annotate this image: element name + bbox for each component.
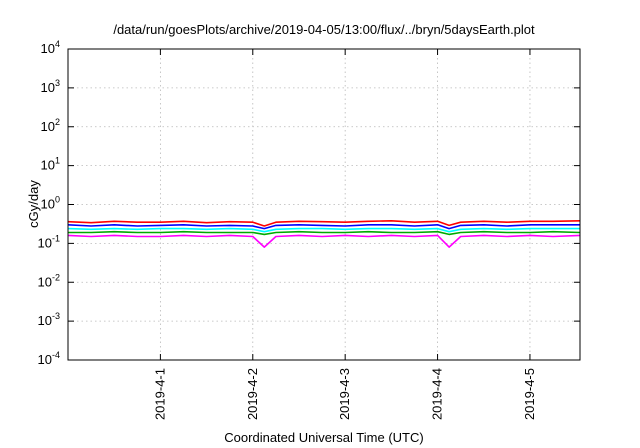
x-tick-label: 2019-4-2	[245, 368, 260, 420]
y-tick-label: 10-3	[38, 311, 60, 328]
series-line	[68, 230, 581, 236]
x-tick-label: 2019-4-1	[152, 368, 167, 420]
x-tick-label: 2019-4-4	[430, 368, 445, 420]
x-axis-ticks: 2019-4-1 2019-4-2 2019-4-3 2019-4-4 2019-4-5	[152, 49, 537, 420]
y-tick-label: 100	[41, 195, 60, 212]
y-axis-label: cGy/day	[26, 180, 41, 228]
y-tick-label: 10-1	[38, 233, 60, 250]
x-tick-label: 2019-4-3	[337, 368, 352, 420]
series-line	[67, 220, 581, 227]
y-tick-label: 10-2	[38, 272, 60, 289]
series-layer	[67, 220, 581, 248]
y-tick-label: 102	[41, 117, 60, 134]
series-line	[67, 234, 581, 248]
y-tick-label: 10-4	[38, 350, 60, 367]
y-tick-label: 103	[41, 78, 60, 95]
grid	[68, 49, 580, 360]
x-axis-label: Coordinated Universal Time (UTC)	[224, 430, 423, 445]
series-line	[67, 227, 580, 233]
series-line	[67, 224, 580, 230]
chart-title: /data/run/goesPlots/archive/2019-04-05/1…	[113, 22, 535, 37]
y-tick-label: 101	[41, 156, 60, 173]
y-tick-label: 104	[41, 39, 60, 56]
x-tick-label: 2019-4-5	[522, 368, 537, 420]
